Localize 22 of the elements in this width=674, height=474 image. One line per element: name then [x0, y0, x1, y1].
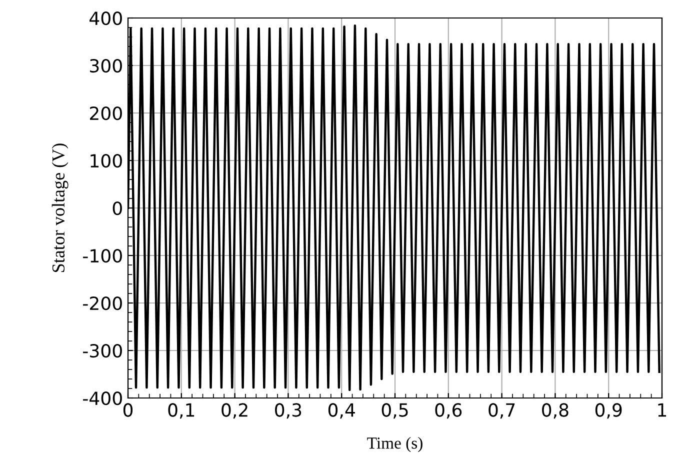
y-tick-label: -400: [83, 391, 122, 406]
y-tick-label: 100: [90, 154, 122, 168]
y-tick-label: 300: [90, 58, 122, 73]
y-tick-label: -100: [83, 248, 122, 263]
x-tick-label: 0,1: [168, 403, 194, 419]
y-tick-label: -300: [83, 344, 122, 358]
x-tick-label: 0,5: [382, 403, 408, 419]
x-tick-label: 0,2: [222, 403, 248, 419]
y-tick-label: 200: [90, 106, 122, 120]
x-tick-label: 1: [658, 403, 666, 417]
x-tick-label: 0,7: [488, 403, 515, 419]
y-tick-label: 400: [90, 11, 122, 26]
x-tick-label: 0,6: [435, 403, 462, 419]
x-axis-title: Time (s): [367, 437, 422, 452]
x-tick-label: 0: [123, 403, 133, 417]
x-tick-label: 0,8: [542, 403, 568, 419]
x-tick-label: 0,4: [328, 403, 355, 419]
y-axis-title: Stator voltage (V): [52, 144, 68, 272]
y-tick-label: -200: [83, 296, 122, 310]
x-tick-label: 0,9: [595, 403, 622, 419]
x-tick-label: 0,3: [275, 403, 302, 419]
y-tick-label: 0: [112, 201, 122, 216]
